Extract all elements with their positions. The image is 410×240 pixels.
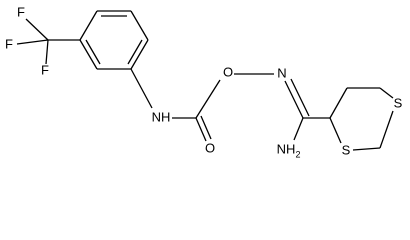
bond — [195, 79, 221, 119]
atom-label: F — [17, 4, 25, 19]
bond — [16, 39, 49, 45]
bond — [130, 10, 149, 41]
bonds — [16, 10, 394, 151]
molecule-diagram: F F F NH O O N NH 2 S S — [5, 4, 403, 159]
bond — [25, 18, 49, 41]
bond — [45, 39, 49, 65]
atom-label: NH — [277, 141, 296, 156]
bond — [130, 68, 153, 109]
atom-label: O — [223, 64, 233, 79]
atom-label: S — [342, 142, 351, 157]
atom-label: S — [394, 95, 403, 110]
bond — [284, 80, 304, 119]
bond — [290, 78, 310, 117]
bond — [329, 117, 342, 144]
bond-inner — [127, 39, 143, 65]
bond — [200, 115, 212, 140]
bond — [293, 117, 304, 141]
bond-inner — [85, 39, 101, 65]
bond — [379, 110, 394, 149]
bond — [130, 39, 149, 70]
atom-label: NH — [152, 109, 171, 124]
atom-subscript: 2 — [295, 149, 300, 159]
bond — [195, 117, 207, 142]
bond — [379, 87, 394, 99]
bond — [329, 87, 348, 119]
bond — [352, 147, 381, 151]
bond — [79, 39, 98, 70]
atom-label: F — [41, 62, 49, 77]
bond — [79, 10, 98, 41]
atom-label: N — [277, 65, 286, 80]
atom-label: F — [5, 36, 13, 51]
atom-label: O — [205, 140, 215, 155]
